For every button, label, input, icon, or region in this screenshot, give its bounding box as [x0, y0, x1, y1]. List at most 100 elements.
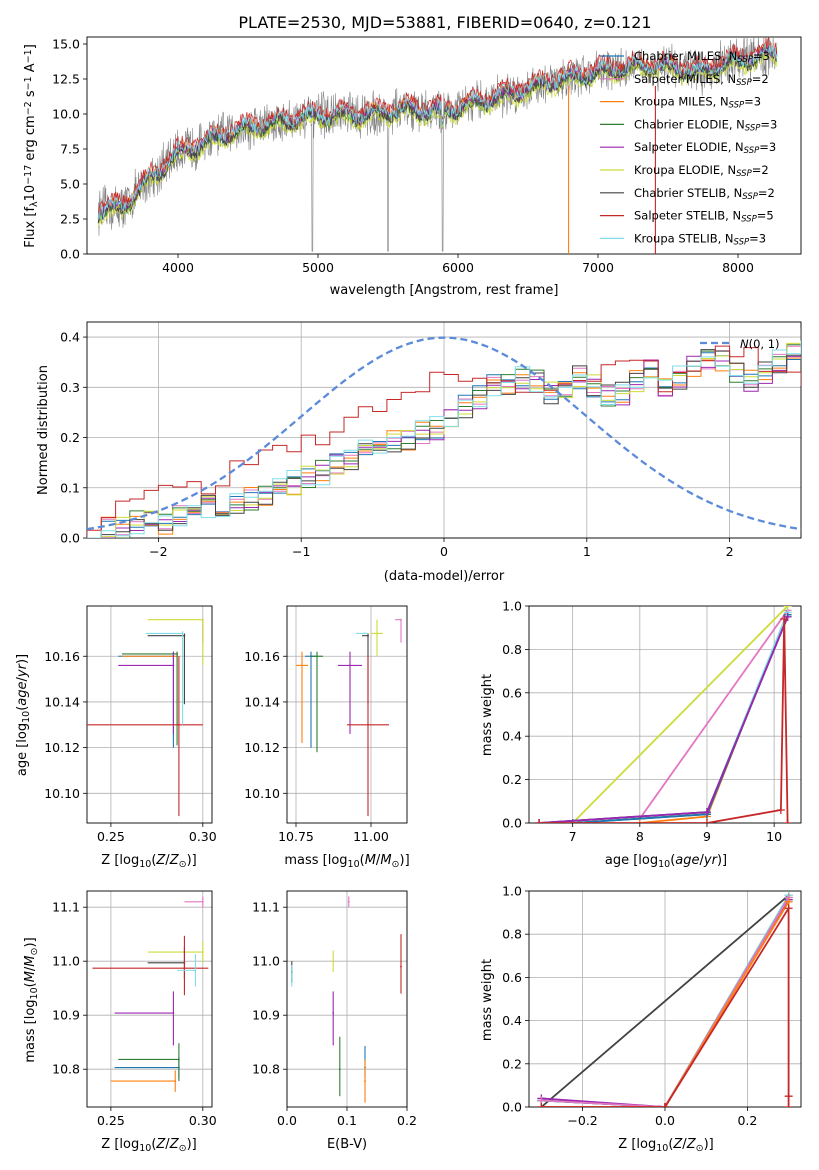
- x-tick-label: 2: [726, 544, 734, 559]
- data-point: [367, 634, 369, 637]
- label-part: Z [log: [101, 1137, 139, 1152]
- series-salpeter-stelib: [535, 615, 792, 823]
- label-part: /: [682, 1137, 687, 1152]
- x-tick-label: 7: [569, 829, 577, 844]
- point-chabrier-elodie: [118, 1043, 180, 1082]
- point-kroupa-miles: [364, 1059, 366, 1103]
- series-marker: [784, 1103, 793, 1107]
- series-marker: [783, 819, 792, 823]
- data-point: [183, 967, 186, 970]
- model-spectrum-salpeter-stelib: [97, 37, 778, 216]
- point-salpeter-stelib: [92, 935, 209, 996]
- y-axis-label: mass weight: [480, 674, 495, 756]
- model-spectrum-kroupa-stelib: [97, 43, 778, 220]
- label-part: Z: [169, 1137, 180, 1152]
- data-point: [400, 965, 402, 968]
- y-tick-label: 0.2: [502, 1056, 522, 1071]
- legend-sub: SSP: [737, 55, 753, 65]
- series-marker: [784, 904, 793, 913]
- legend-sub: SSP: [736, 78, 752, 88]
- label-part: s: [23, 90, 38, 101]
- data-point: [367, 723, 369, 726]
- point-kroupa-miles: [121, 651, 178, 725]
- age-vs-mass-panel: 10.75 11.00 10.10 10.12 10.14 10.16 mass [log1…: [244, 605, 410, 870]
- label-part: Flux [f: [23, 207, 38, 248]
- y-axis-label: Flux [fλ10−17 erg cm−2 s−1 A−1]: [23, 44, 40, 248]
- label-part: )]: [400, 853, 410, 868]
- y-tick-label: 0.0: [502, 816, 522, 831]
- x-tick-label: 10: [766, 829, 782, 844]
- label-part: Z: [686, 1137, 697, 1152]
- label-part: /: [376, 853, 381, 868]
- y-tick-label: 10.14: [244, 694, 280, 709]
- data-point: [178, 723, 180, 726]
- y-tick-label: 11.1: [252, 900, 280, 915]
- data-point: [290, 974, 293, 977]
- x-tick-label: 0.25: [97, 829, 125, 844]
- series-line: [541, 897, 790, 1107]
- y-tick-label: 1.0: [502, 884, 522, 899]
- data-point: [364, 632, 366, 635]
- normal-distribution-curve: [87, 336, 801, 531]
- y-tick-label: 11.0: [252, 954, 280, 969]
- data-point: [347, 900, 350, 903]
- label-part: M: [23, 971, 38, 982]
- y-tick-label: 10.12: [244, 740, 280, 755]
- label-part: mass [log: [284, 853, 347, 868]
- point-kroupa-elodie: [332, 950, 335, 972]
- y-tick-label: 10.14: [44, 694, 80, 709]
- series-chabrier-stelib: [535, 612, 792, 823]
- label-part: Z [log: [618, 1137, 656, 1152]
- axes-frame: [528, 605, 802, 824]
- legend-name: Chabrier MILES, N: [634, 49, 737, 63]
- x-tick-label: 6000: [442, 260, 474, 275]
- point-kroupa-miles: [296, 651, 308, 744]
- point-kroupa-stelib: [177, 954, 197, 987]
- x-tick-label: 0.25: [97, 1113, 125, 1128]
- legend-name: Kroupa MILES, N: [634, 95, 729, 109]
- x-tick-label: 10.75: [278, 829, 314, 844]
- y-tick-label: 10.9: [52, 1008, 80, 1023]
- point-salpeter-miles: [395, 618, 402, 643]
- label-part: ⊙: [29, 947, 40, 955]
- point-salpeter-elodie: [338, 651, 362, 734]
- data-point: [201, 900, 204, 903]
- y-tick-label: 10.8: [252, 1062, 280, 1077]
- y-tick-label: 10.8: [52, 1062, 80, 1077]
- label-part: 10: [23, 185, 38, 202]
- label-part: 10: [348, 859, 360, 870]
- x-tick-label: 0.2: [397, 1113, 417, 1128]
- label-part: Z: [155, 853, 166, 868]
- x-tick-label: 8: [636, 829, 644, 844]
- x-tick-label: 1: [583, 544, 591, 559]
- y-axis-label: Normed distribution: [36, 365, 51, 495]
- label-part: )]: [15, 654, 30, 664]
- residuals-panel: −2 −1 0 1 2 0.0 0.1 0.2 0.3 0.4 (data-model)/error…: [36, 321, 802, 584]
- label-part: ⊙: [696, 1143, 704, 1154]
- axes-frame: [86, 36, 802, 255]
- legend-value: =3: [749, 231, 766, 245]
- y-tick-label: 10.10: [244, 786, 280, 801]
- series-line: [539, 616, 789, 823]
- legend-name: Chabrier ELODIE, N: [634, 117, 745, 131]
- y-tick-label: 10.0: [52, 107, 80, 122]
- legend-sub: SSP: [729, 101, 745, 111]
- label-part: (: [15, 706, 30, 711]
- x-tick-label: 7000: [582, 260, 614, 275]
- label-part: 10: [21, 711, 32, 723]
- label-part: /: [165, 853, 170, 868]
- label-part: −1: [23, 76, 34, 90]
- label-part: )]: [704, 1137, 714, 1152]
- label-part: −17: [23, 165, 34, 185]
- x-tick-label: 0.0: [277, 1113, 297, 1128]
- series-line: [639, 609, 789, 820]
- point-salpeter-miles: [347, 896, 350, 908]
- label-part: /: [700, 853, 705, 868]
- series-marker: [535, 819, 544, 823]
- point-kroupa-elodie: [147, 618, 204, 666]
- y-tick-label: 0.4: [60, 330, 80, 345]
- label-part: /: [23, 966, 38, 971]
- x-axis-label: age [log10(age/yr)]: [605, 853, 727, 870]
